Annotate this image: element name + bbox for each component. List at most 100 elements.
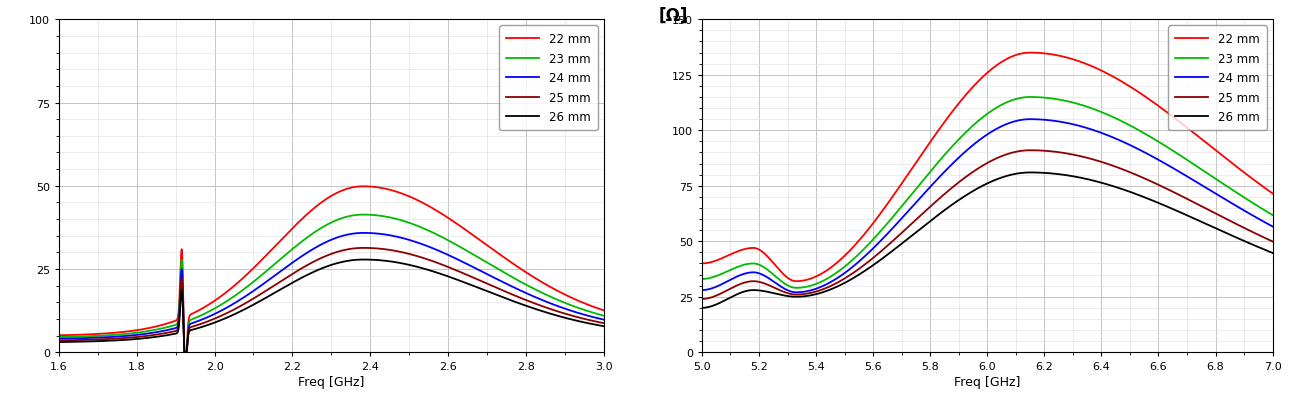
22 mm [51,333,67,338]
24 mm [150,330,165,335]
22 mm [1265,192,1281,196]
23 mm [1065,101,1081,106]
23 mm [51,335,67,340]
22 mm [1120,84,1136,89]
26 mm [912,227,928,232]
26 mm [1036,171,1052,176]
22 mm [596,308,611,313]
Line: 26 mm: 26 mm [702,173,1273,308]
23 mm [1120,123,1136,128]
22 mm [405,196,421,201]
Text: [Ω]: [Ω] [659,7,689,25]
23 mm [1164,148,1179,153]
23 mm [176,350,192,355]
26 mm [1265,251,1281,256]
23 mm [694,277,710,282]
Line: 23 mm: 23 mm [702,98,1273,288]
24 mm [260,279,276,284]
24 mm [378,232,394,237]
23 mm [596,313,611,318]
24 mm [1065,123,1081,128]
Legend: 22 mm, 23 mm, 24 mm, 25 mm, 26 mm: 22 mm, 23 mm, 24 mm, 25 mm, 26 mm [1168,26,1267,131]
24 mm [798,289,813,294]
25 mm [1065,153,1081,158]
25 mm [458,272,474,277]
Line: 22 mm: 22 mm [702,53,1273,281]
26 mm [596,324,611,329]
26 mm [378,259,394,264]
22 mm [356,184,371,189]
25 mm [1036,149,1052,154]
22 mm [499,257,514,262]
26 mm [499,296,514,301]
26 mm [150,335,165,339]
24 mm [912,196,928,201]
Line: 24 mm: 24 mm [59,233,604,352]
23 mm [1265,213,1281,218]
23 mm [260,269,276,273]
X-axis label: Freq [GHz]: Freq [GHz] [298,375,365,388]
22 mm [912,155,928,160]
25 mm [356,246,371,251]
25 mm [51,338,67,343]
22 mm [260,252,276,257]
24 mm [51,337,67,341]
22 mm [1022,51,1038,56]
24 mm [1265,224,1281,229]
Line: 24 mm: 24 mm [702,120,1273,292]
26 mm [694,306,710,311]
24 mm [789,290,804,295]
22 mm [798,278,813,283]
22 mm [458,228,474,232]
26 mm [458,281,474,286]
Line: 26 mm: 26 mm [59,260,604,352]
24 mm [596,318,611,322]
24 mm [499,282,514,287]
22 mm [1036,52,1052,57]
25 mm [1265,239,1281,244]
24 mm [1036,118,1052,123]
23 mm [405,222,421,227]
22 mm [176,350,192,355]
26 mm [1164,207,1179,211]
24 mm [1022,117,1038,122]
26 mm [1065,175,1081,179]
25 mm [150,332,165,337]
22 mm [694,261,710,266]
25 mm [378,247,394,252]
25 mm [596,321,611,326]
24 mm [405,239,421,244]
Line: 22 mm: 22 mm [59,187,604,352]
23 mm [378,215,394,220]
23 mm [912,182,928,187]
26 mm [260,295,276,300]
22 mm [378,187,394,192]
24 mm [1164,165,1179,170]
24 mm [458,261,474,266]
26 mm [177,350,193,355]
25 mm [260,288,276,293]
22 mm [1164,114,1179,119]
25 mm [912,214,928,219]
26 mm [1120,189,1136,194]
Line: 25 mm: 25 mm [59,248,604,352]
24 mm [1120,142,1136,147]
Legend: 22 mm, 23 mm, 24 mm, 25 mm, 26 mm: 22 mm, 23 mm, 24 mm, 25 mm, 26 mm [499,26,598,131]
26 mm [405,264,421,269]
Line: 25 mm: 25 mm [702,151,1273,299]
25 mm [694,297,710,302]
24 mm [694,288,710,293]
25 mm [1022,149,1038,153]
26 mm [357,258,373,262]
23 mm [458,248,474,253]
23 mm [1036,96,1052,101]
23 mm [798,285,813,290]
25 mm [798,292,813,296]
25 mm [405,253,421,258]
23 mm [150,327,165,332]
24 mm [356,231,371,236]
X-axis label: Freq [GHz]: Freq [GHz] [954,375,1021,388]
Line: 23 mm: 23 mm [59,215,604,352]
26 mm [1022,171,1038,175]
22 mm [150,324,165,328]
